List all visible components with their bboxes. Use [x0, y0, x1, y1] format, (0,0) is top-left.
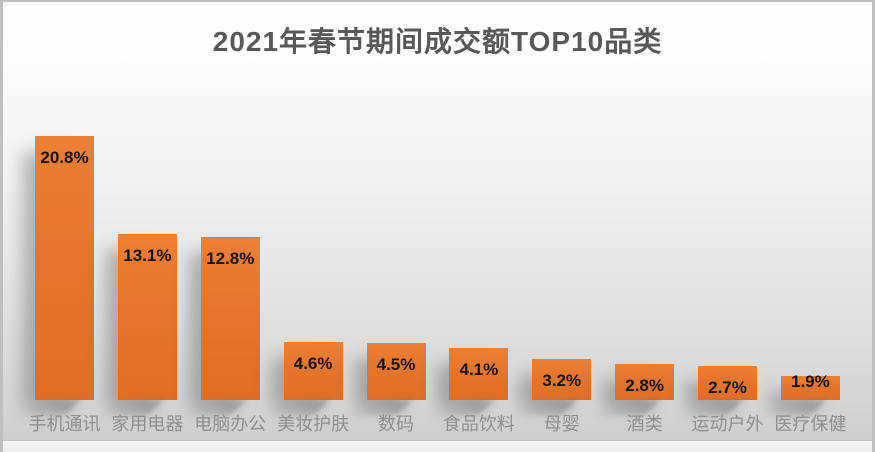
bar-category-label: 数码 — [378, 414, 414, 434]
footer-strip — [3, 440, 872, 452]
bar-category-label: 食品饮料 — [442, 414, 515, 434]
bar-value-label: 12.8% — [206, 249, 255, 269]
bar-category-label: 家用电器 — [111, 414, 184, 434]
bar-category-label: 电脑办公 — [194, 414, 267, 434]
bar-category-label: 酒类 — [626, 414, 663, 434]
bar-value-label: 2.7% — [708, 377, 747, 397]
bar: 4.5% 数码 — [366, 342, 426, 434]
bar-value-label: 4.6% — [293, 353, 333, 373]
bar: 12.8% 电脑办公 — [194, 237, 266, 434]
bar: 4.6% 美妆护肤 — [277, 341, 349, 434]
bar: 4.1% 食品饮料 — [443, 347, 515, 434]
bar-category-label: 母婴 — [543, 414, 580, 434]
bar-value-label: 4.1% — [459, 359, 499, 379]
bar: 20.8% 手机通讯 — [29, 135, 101, 434]
bar-value-label: 1.9% — [791, 371, 830, 391]
bar-value-label: 3.2% — [542, 371, 582, 391]
bar-value-label: 4.5% — [376, 354, 416, 374]
bar-category-label: 手机通讯 — [28, 414, 101, 434]
bar: 1.9% 医疗保健 — [774, 372, 846, 434]
bar-value-label: 20.8% — [40, 147, 89, 167]
slide-canvas: 2021年春节期间成交额TOP10品类 20.8% 手机通讯 13.1% 家用电器 12… — [3, 2, 872, 452]
bar-category-label: 医疗保健 — [774, 414, 847, 434]
chart-title: 2021年春节期间成交额TOP10品类 — [212, 26, 663, 57]
bar: 13.1% 家用电器 — [111, 233, 183, 434]
bar-value-label: 2.8% — [625, 376, 664, 396]
bar-category-label: 美妆护肤 — [277, 414, 350, 434]
bar-chart-plot-area: 20.8% 手机通讯 13.1% 家用电器 12.8% 电脑办公 4.6% 美妆护肤 4.5% 数… — [29, 2, 846, 434]
bar-value-label: 13.1% — [123, 245, 172, 265]
bar: 3.2% 母婴 — [532, 359, 592, 434]
bar: 2.8% 酒类 — [615, 364, 675, 434]
bar-category-label: 运动户外 — [691, 414, 764, 434]
bar: 2.7% 运动户外 — [692, 365, 764, 434]
